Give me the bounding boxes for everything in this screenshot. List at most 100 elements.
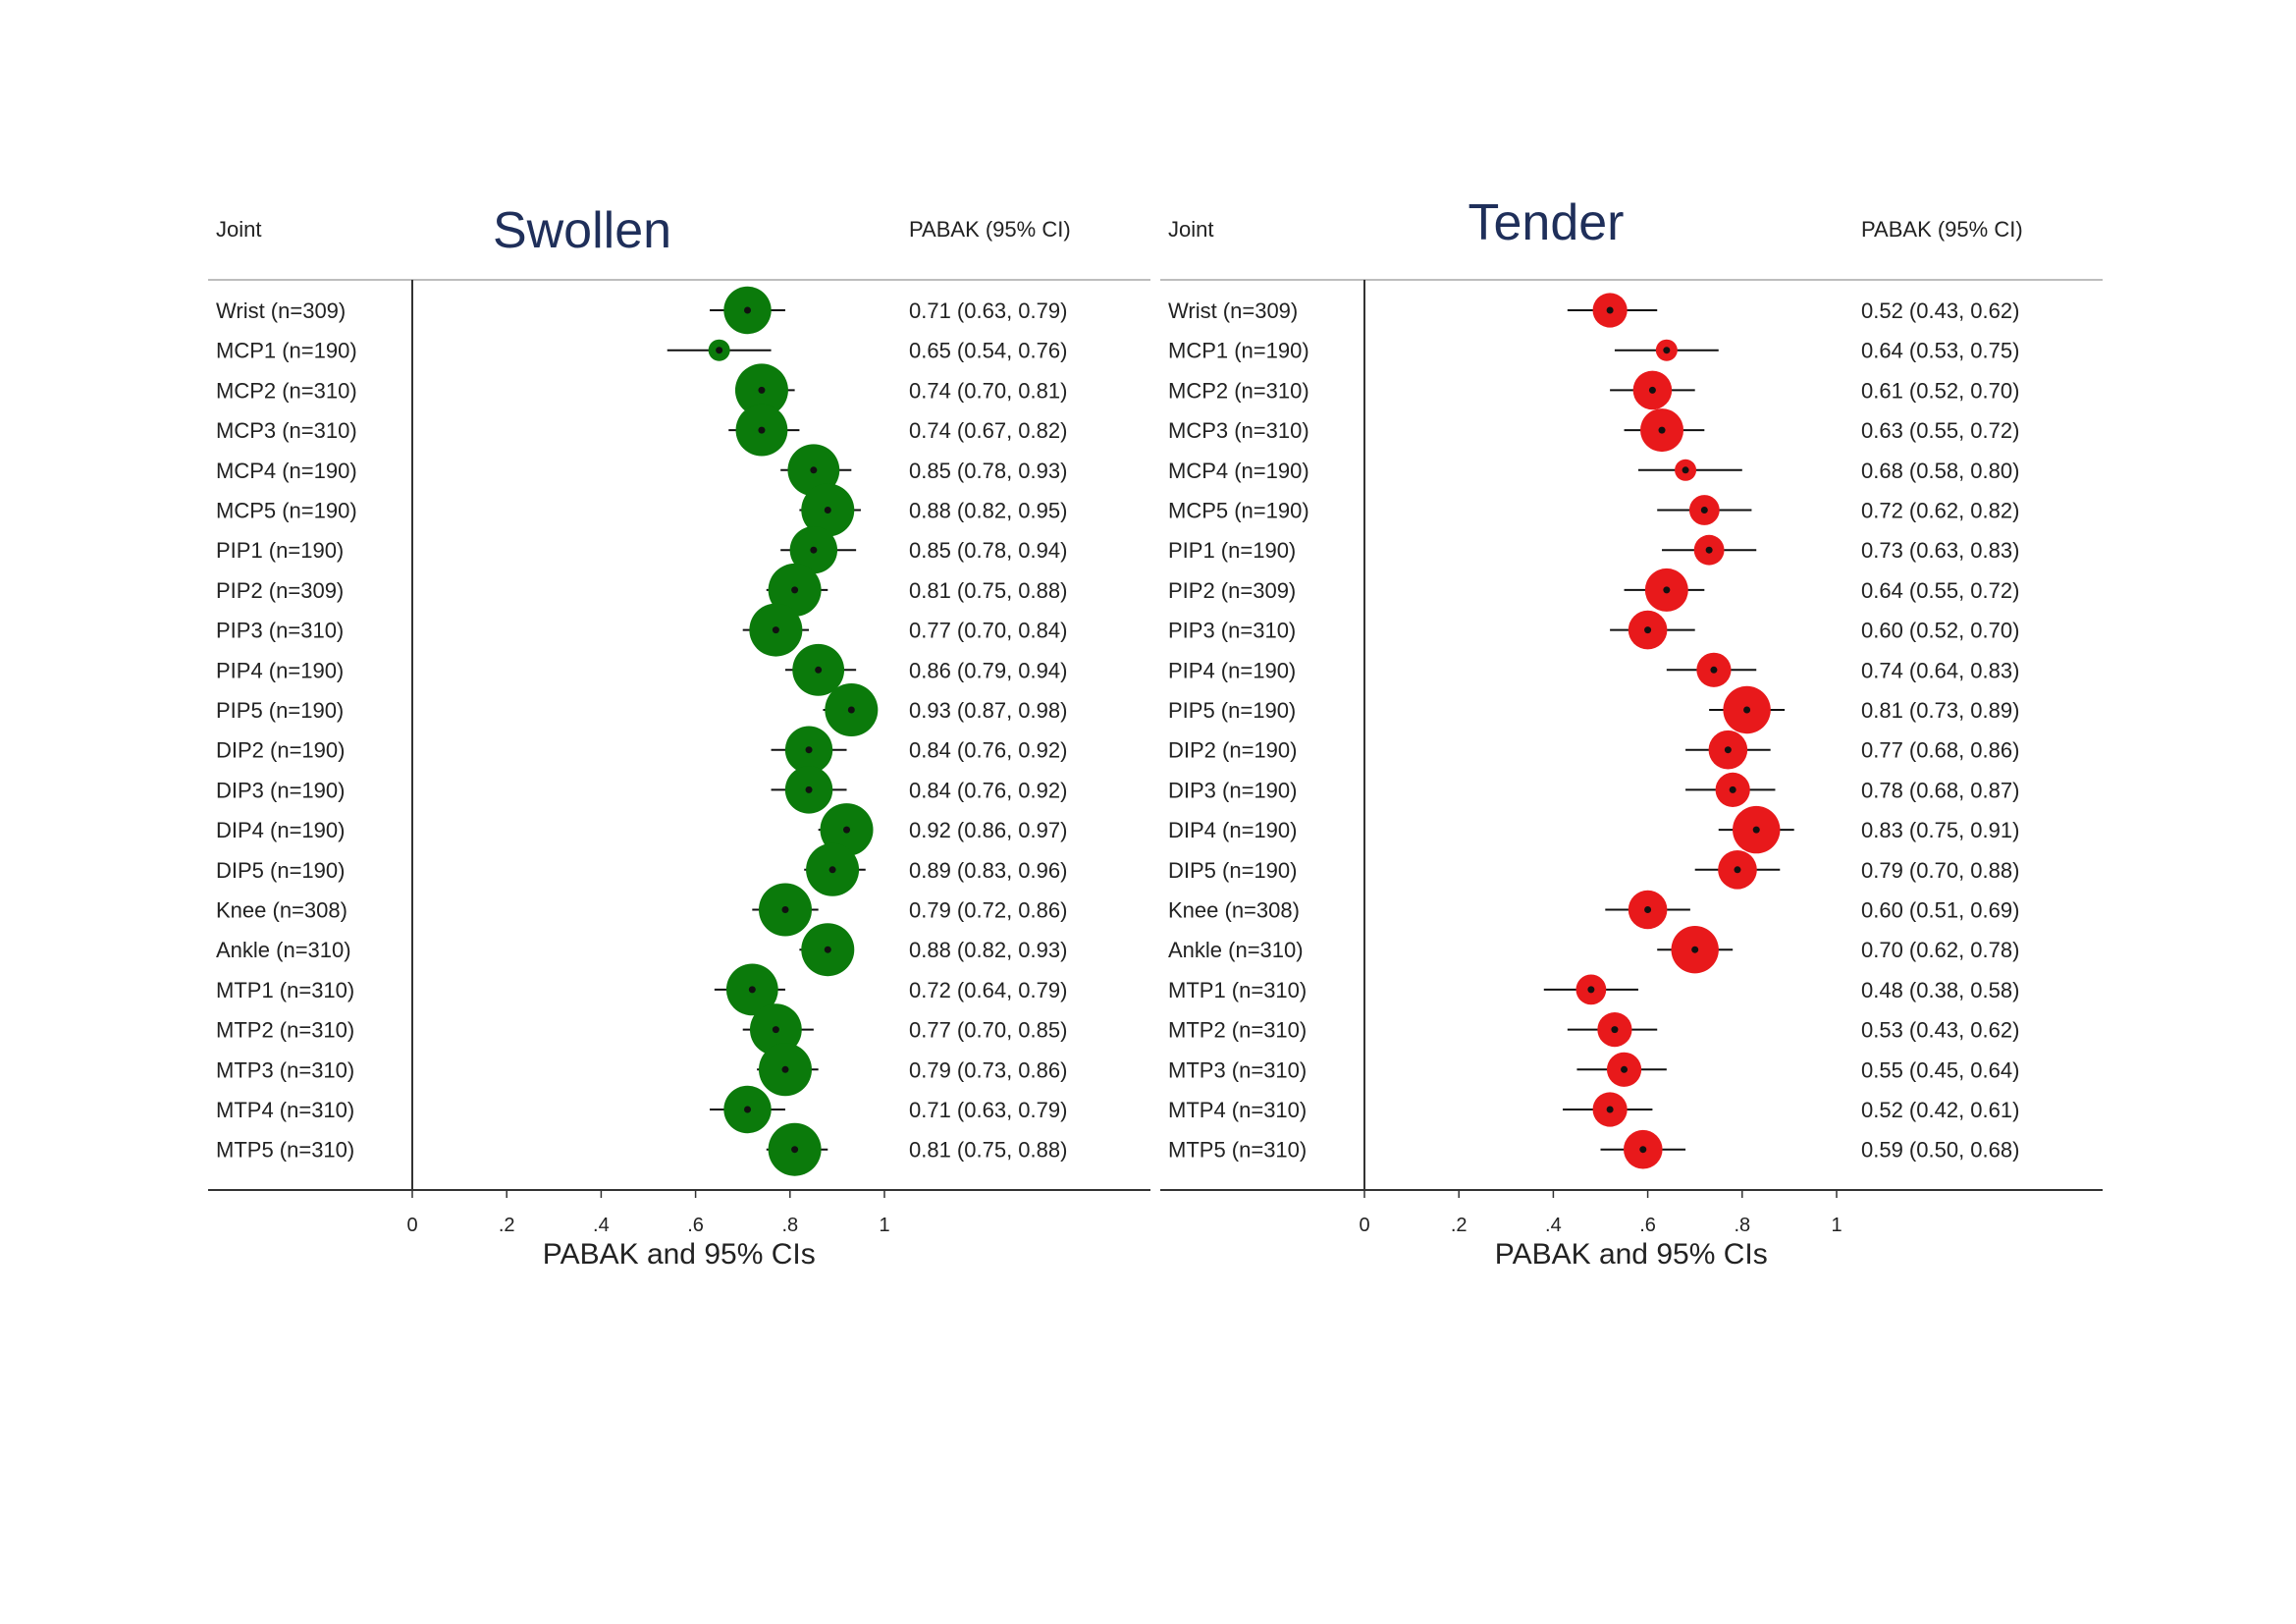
joint-label: Ankle (n=310) bbox=[1168, 938, 1304, 962]
estimate-point bbox=[1663, 347, 1671, 354]
estimate-point bbox=[1710, 666, 1718, 674]
joint-label: PIP4 (n=190) bbox=[216, 658, 344, 682]
pabak-value-label: 0.52 (0.42, 0.61) bbox=[1861, 1098, 2019, 1122]
pabak-value-label: 0.53 (0.43, 0.62) bbox=[1861, 1018, 2019, 1043]
joint-label: PIP2 (n=309) bbox=[1168, 578, 1296, 603]
pabak-value-label: 0.64 (0.55, 0.72) bbox=[1861, 578, 2019, 603]
joint-label: DIP3 (n=190) bbox=[216, 778, 345, 802]
joint-label: MTP2 (n=310) bbox=[216, 1018, 354, 1043]
estimate-point bbox=[824, 507, 831, 514]
estimate-point bbox=[824, 946, 831, 953]
joint-label: MCP2 (n=310) bbox=[1168, 378, 1309, 403]
estimate-point bbox=[1639, 1146, 1647, 1154]
joint-label: PIP1 (n=190) bbox=[216, 538, 344, 563]
x-tick-label: .8 bbox=[781, 1215, 798, 1236]
pabak-value-label: 0.55 (0.45, 0.64) bbox=[1861, 1057, 2019, 1082]
pabak-value-label: 0.52 (0.43, 0.62) bbox=[1861, 298, 2019, 323]
pabak-value-label: 0.73 (0.63, 0.83) bbox=[1861, 538, 2019, 563]
joint-label: Wrist (n=309) bbox=[216, 298, 346, 323]
pabak-value-label: 0.88 (0.82, 0.95) bbox=[909, 499, 1067, 523]
x-tick-label: 1 bbox=[879, 1215, 889, 1236]
estimate-point bbox=[810, 466, 818, 474]
estimate-point bbox=[1724, 746, 1732, 754]
x-axis-title: PABAK and 95% CIs bbox=[543, 1238, 816, 1271]
x-tick-label: 0 bbox=[406, 1215, 417, 1236]
estimate-point bbox=[1700, 507, 1708, 514]
estimate-point bbox=[1606, 306, 1614, 314]
joint-label: PIP1 (n=190) bbox=[1168, 538, 1296, 563]
joint-label: DIP2 (n=190) bbox=[216, 738, 345, 763]
x-tick-label: .6 bbox=[687, 1215, 704, 1236]
estimate-point bbox=[828, 866, 836, 874]
joint-label: MCP2 (n=310) bbox=[216, 378, 357, 403]
estimate-point bbox=[815, 666, 823, 674]
joint-label: DIP2 (n=190) bbox=[1168, 738, 1297, 763]
joint-label: PIP5 (n=190) bbox=[1168, 698, 1296, 723]
estimate-point bbox=[748, 986, 756, 994]
pabak-value-label: 0.84 (0.76, 0.92) bbox=[909, 738, 1067, 763]
pabak-value-label: 0.74 (0.64, 0.83) bbox=[1861, 658, 2019, 682]
x-tick-label: 1 bbox=[1831, 1215, 1842, 1236]
pabak-value-label: 0.60 (0.52, 0.70) bbox=[1861, 619, 2019, 643]
estimate-point bbox=[1606, 1106, 1614, 1113]
estimate-point bbox=[1611, 1026, 1619, 1034]
pabak-value-label: 0.79 (0.72, 0.86) bbox=[909, 898, 1067, 923]
joint-label: MTP4 (n=310) bbox=[216, 1098, 354, 1122]
estimate-point bbox=[772, 1026, 779, 1034]
estimate-point bbox=[805, 746, 813, 754]
joint-label: MTP1 (n=310) bbox=[1168, 978, 1307, 1002]
joint-label: PIP5 (n=190) bbox=[216, 698, 344, 723]
pabak-value-label: 0.71 (0.63, 0.79) bbox=[909, 298, 1067, 323]
pabak-value-label: 0.60 (0.51, 0.69) bbox=[1861, 898, 2019, 923]
estimate-point bbox=[1752, 826, 1760, 834]
estimate-point bbox=[744, 1106, 752, 1113]
estimate-point bbox=[1621, 1065, 1629, 1073]
joint-label: MCP3 (n=310) bbox=[1168, 418, 1309, 443]
joint-label: MCP1 (n=190) bbox=[1168, 339, 1309, 363]
pabak-value-label: 0.63 (0.55, 0.72) bbox=[1861, 418, 2019, 443]
pabak-value-label: 0.61 (0.52, 0.70) bbox=[1861, 378, 2019, 403]
estimate-point bbox=[744, 306, 752, 314]
joint-label: PIP2 (n=309) bbox=[216, 578, 344, 603]
estimate-point bbox=[810, 546, 818, 554]
pabak-value-label: 0.83 (0.75, 0.91) bbox=[1861, 818, 2019, 842]
estimate-point bbox=[758, 426, 766, 434]
estimate-point bbox=[716, 347, 723, 354]
joint-label: PIP3 (n=310) bbox=[1168, 619, 1296, 643]
joint-label: PIP3 (n=310) bbox=[216, 619, 344, 643]
pabak-value-label: 0.85 (0.78, 0.94) bbox=[909, 538, 1067, 563]
pabak-value-label: 0.64 (0.53, 0.75) bbox=[1861, 339, 2019, 363]
estimate-point bbox=[758, 386, 766, 394]
x-axis-title: PABAK and 95% CIs bbox=[1495, 1238, 1768, 1271]
estimate-point bbox=[1729, 785, 1736, 793]
x-tick-label: .2 bbox=[1451, 1215, 1468, 1236]
joint-label: MTP2 (n=310) bbox=[1168, 1018, 1307, 1043]
joint-label: MTP4 (n=310) bbox=[1168, 1098, 1307, 1122]
pabak-value-label: 0.68 (0.58, 0.80) bbox=[1861, 459, 2019, 483]
pabak-value-label: 0.79 (0.73, 0.86) bbox=[909, 1057, 1067, 1082]
joint-column-header: Joint bbox=[1168, 217, 1213, 242]
panel-title: Swollen bbox=[493, 202, 671, 259]
joint-label: Knee (n=308) bbox=[1168, 898, 1300, 923]
estimate-point bbox=[791, 586, 799, 594]
pabak-value-label: 0.48 (0.38, 0.58) bbox=[1861, 978, 2019, 1002]
pabak-value-label: 0.93 (0.87, 0.98) bbox=[909, 698, 1067, 723]
pabak-value-label: 0.72 (0.64, 0.79) bbox=[909, 978, 1067, 1002]
pabak-value-label: 0.77 (0.70, 0.84) bbox=[909, 619, 1067, 643]
pabak-value-label: 0.70 (0.62, 0.78) bbox=[1861, 938, 2019, 962]
joint-label: MCP5 (n=190) bbox=[1168, 499, 1309, 523]
joint-label: MTP3 (n=310) bbox=[216, 1057, 354, 1082]
joint-label: DIP3 (n=190) bbox=[1168, 778, 1297, 802]
joint-label: DIP5 (n=190) bbox=[1168, 858, 1297, 883]
joint-label: PIP4 (n=190) bbox=[1168, 658, 1296, 682]
joint-label: MTP5 (n=310) bbox=[1168, 1138, 1307, 1163]
joint-label: MTP3 (n=310) bbox=[1168, 1057, 1307, 1082]
panel-title: Tender bbox=[1468, 194, 1625, 251]
joint-label: DIP5 (n=190) bbox=[216, 858, 345, 883]
x-tick-label: .2 bbox=[499, 1215, 515, 1236]
joint-label: MCP5 (n=190) bbox=[216, 499, 357, 523]
joint-label: Knee (n=308) bbox=[216, 898, 347, 923]
pabak-value-label: 0.92 (0.86, 0.97) bbox=[909, 818, 1067, 842]
estimate-point bbox=[843, 826, 851, 834]
estimate-point bbox=[1734, 866, 1741, 874]
